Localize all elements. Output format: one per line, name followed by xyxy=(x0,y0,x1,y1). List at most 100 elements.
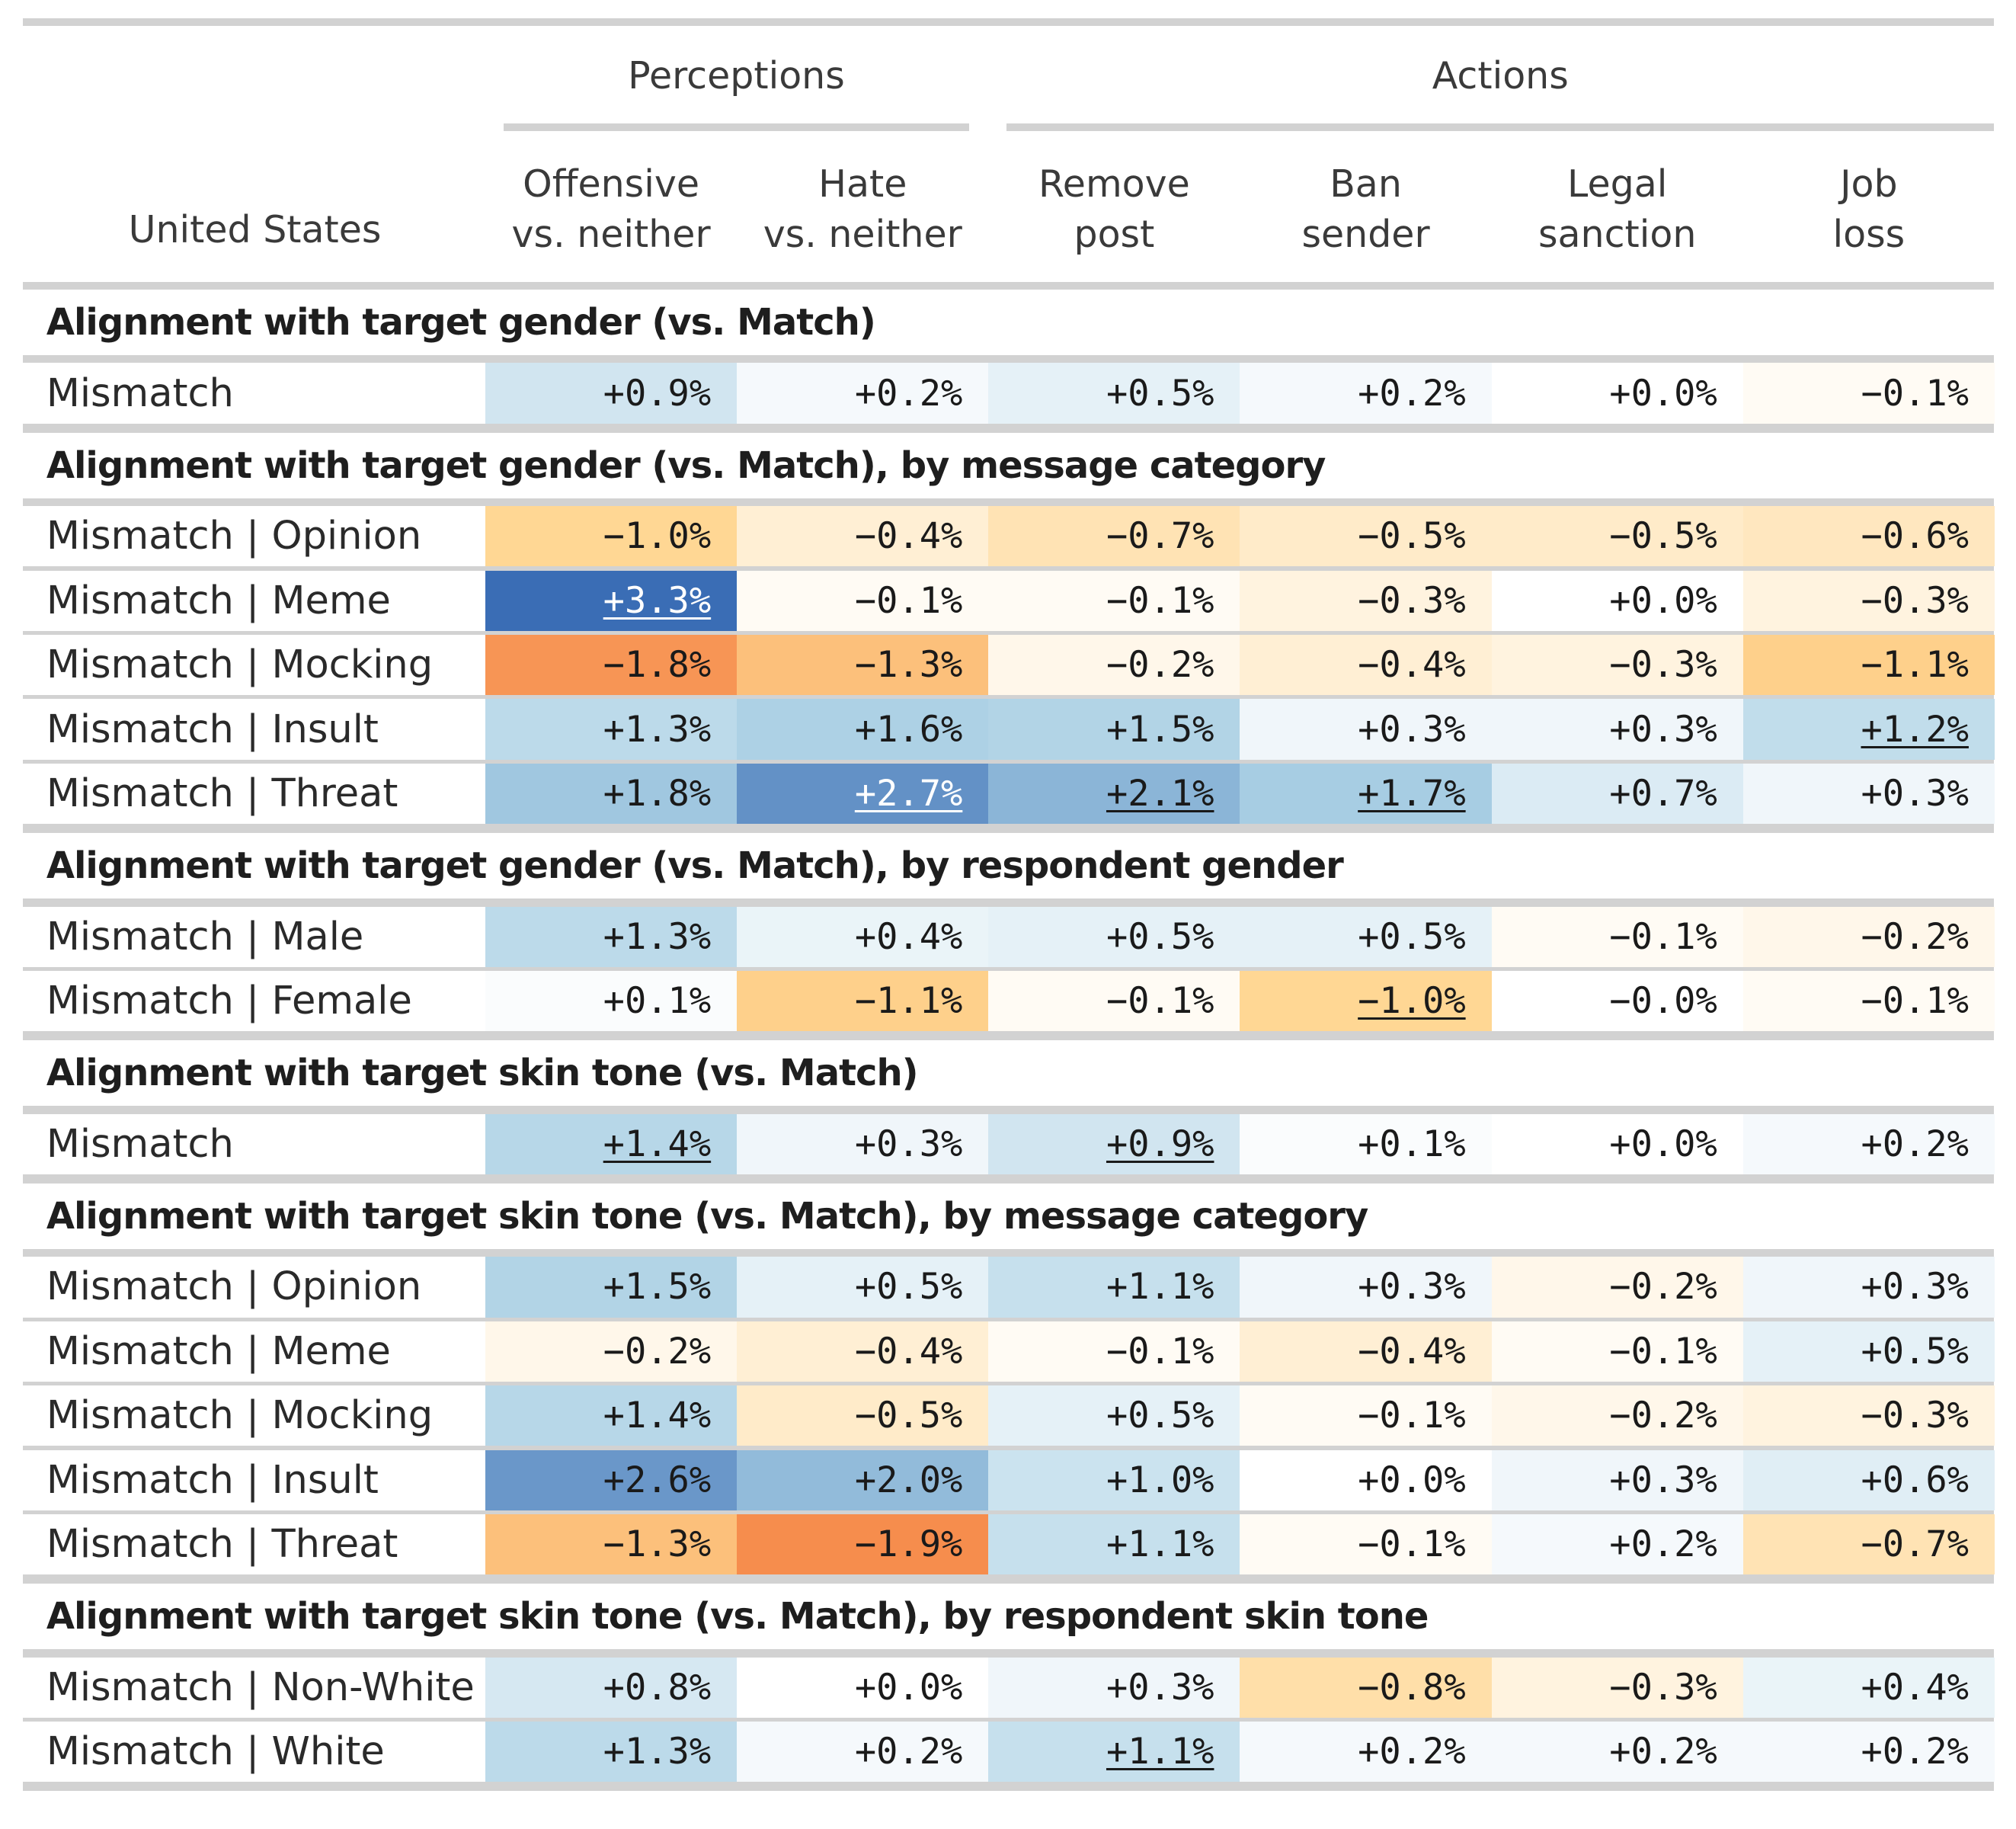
row-rule xyxy=(23,1446,1995,1450)
table-cell: +0.2% xyxy=(737,1722,989,1783)
row-label: Mismatch | Non-White xyxy=(46,1664,475,1710)
table-cell: +0.8% xyxy=(485,1657,738,1718)
group-end-rule xyxy=(23,1031,1995,1041)
table-cell: +0.5% xyxy=(1742,1321,1995,1382)
table-cell: +0.2% xyxy=(1240,1722,1492,1783)
table-cell: +0.7% xyxy=(1491,763,1743,825)
table-cell: +0.0% xyxy=(1491,363,1743,424)
table-cell: −0.2% xyxy=(485,1321,738,1382)
table-cell: +0.2% xyxy=(1491,1722,1743,1783)
table-cell: +1.1% xyxy=(988,1257,1240,1318)
table-cell: +0.5% xyxy=(988,906,1240,967)
table-cell: −0.7% xyxy=(1742,1514,1995,1575)
table-cell: −0.3% xyxy=(1742,570,1995,631)
table-cell: −0.1% xyxy=(1240,1514,1492,1575)
table-cell: −0.6% xyxy=(1742,506,1995,567)
row-label: Mismatch | Mocking xyxy=(46,1393,434,1439)
group-rule xyxy=(23,1248,1995,1257)
row-label: Mismatch | White xyxy=(46,1729,385,1775)
row-label: Mismatch | Opinion xyxy=(46,1264,422,1310)
table-cell: −1.3% xyxy=(485,1514,738,1575)
table-cell: +1.2% xyxy=(1742,699,1995,760)
table-cell: −0.5% xyxy=(1491,506,1743,567)
table-cell: +2.0% xyxy=(737,1449,989,1510)
table-cell: +0.4% xyxy=(737,906,989,967)
table-cell: +0.2% xyxy=(1240,363,1492,424)
table-cell: +1.0% xyxy=(988,1449,1240,1510)
row-rule xyxy=(23,1382,1995,1386)
table-cell: −1.9% xyxy=(737,1514,989,1575)
table-cell: +0.2% xyxy=(737,363,989,424)
table-cell: +2.7% xyxy=(737,763,989,825)
row-rule xyxy=(23,759,1995,764)
row-label: Mismatch | Insult xyxy=(46,706,379,752)
column-header: Hate vs. neither xyxy=(763,162,962,257)
group-end-rule xyxy=(23,1574,1995,1584)
row-label: Mismatch | Opinion xyxy=(46,514,422,559)
table-cell: −0.3% xyxy=(1742,1385,1995,1446)
column-header: Job loss xyxy=(1832,162,1906,257)
table-cell: +2.6% xyxy=(485,1449,738,1510)
top-rule xyxy=(23,18,1995,26)
table-cell: −0.3% xyxy=(1240,570,1492,631)
table-cell: +0.3% xyxy=(1742,1257,1995,1318)
table-cell: +0.0% xyxy=(737,1657,989,1718)
stub-header: United States xyxy=(128,208,382,252)
row-label: Mismatch | Meme xyxy=(46,1328,391,1374)
row-rule xyxy=(23,1510,1995,1515)
row-label: Mismatch xyxy=(46,370,234,416)
table-cell: +1.3% xyxy=(485,1722,738,1783)
column-header: Offensive vs. neither xyxy=(511,162,711,257)
table-cell: +0.0% xyxy=(1491,1113,1743,1174)
row-label: Mismatch | Mocking xyxy=(46,642,434,688)
row-rule xyxy=(23,630,1995,635)
table-cell: +0.9% xyxy=(485,363,738,424)
table-cell: −0.4% xyxy=(1240,1321,1492,1382)
table-cell: −0.1% xyxy=(737,570,989,631)
spanner-perceptions: Perceptions xyxy=(628,53,845,98)
table-cell: −0.2% xyxy=(1491,1385,1743,1446)
table-cell: +2.1% xyxy=(988,763,1240,825)
table-cell: −0.5% xyxy=(737,1385,989,1446)
table-cell: −1.0% xyxy=(485,506,738,567)
row-rule xyxy=(23,1718,1995,1722)
group-rule xyxy=(23,898,1995,907)
table-cell: +1.5% xyxy=(485,1257,738,1318)
table-cell: −1.0% xyxy=(1240,971,1492,1032)
table-cell: −0.4% xyxy=(737,1321,989,1382)
table-cell: −0.2% xyxy=(1491,1257,1743,1318)
column-header: Ban sender xyxy=(1301,162,1430,257)
table-cell: +0.9% xyxy=(988,1113,1240,1174)
group-header: Alignment with target gender (vs. Match)… xyxy=(46,844,1344,888)
table-cell: +0.5% xyxy=(737,1257,989,1318)
group-end-rule xyxy=(23,423,1995,433)
spanner-actions: Actions xyxy=(1432,53,1569,98)
table-cell: −1.8% xyxy=(485,635,738,696)
table-cell: +0.2% xyxy=(1491,1514,1743,1575)
table-cell: −1.3% xyxy=(737,635,989,696)
table-cell: +1.4% xyxy=(485,1385,738,1446)
table-cell: +0.2% xyxy=(1742,1722,1995,1783)
row-rule xyxy=(23,1317,1995,1321)
group-rule xyxy=(23,355,1995,364)
table-cell: +0.1% xyxy=(1240,1113,1492,1174)
row-label: Mismatch | Threat xyxy=(46,1522,398,1568)
group-header: Alignment with target skin tone (vs. Mat… xyxy=(46,1052,919,1095)
table-cell: −1.1% xyxy=(737,971,989,1032)
row-label: Mismatch | Threat xyxy=(46,771,398,817)
row-label: Mismatch xyxy=(46,1121,234,1167)
group-rule xyxy=(23,1106,1995,1114)
row-label: Mismatch | Insult xyxy=(46,1457,379,1503)
table-cell: +1.1% xyxy=(988,1514,1240,1575)
table-cell: +0.2% xyxy=(1742,1113,1995,1174)
table-cell: +0.3% xyxy=(988,1657,1240,1718)
table-cell: +0.5% xyxy=(988,1385,1240,1446)
group-end-rule xyxy=(23,1174,1995,1184)
spanner-rule xyxy=(1006,123,1995,132)
table-cell: −0.1% xyxy=(1742,363,1995,424)
column-header: Remove post xyxy=(1038,162,1190,257)
table-cell: −0.4% xyxy=(737,506,989,567)
table-cell: −0.1% xyxy=(988,1321,1240,1382)
table-cell: +1.5% xyxy=(988,699,1240,760)
